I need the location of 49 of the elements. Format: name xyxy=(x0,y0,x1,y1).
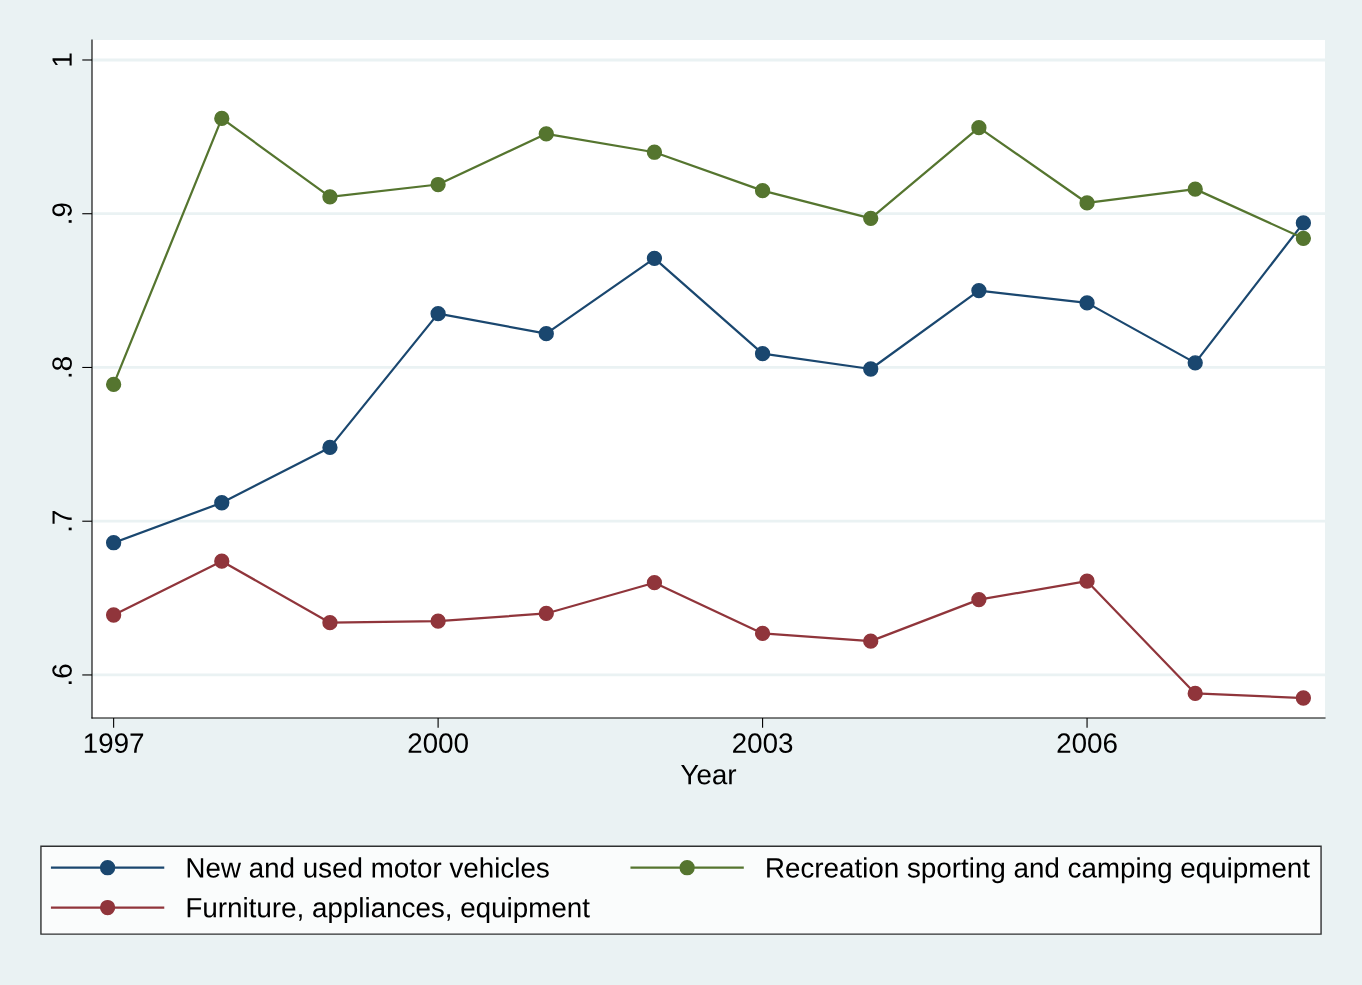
legend-label: Furniture, appliances, equipment xyxy=(187,897,590,923)
point xyxy=(863,361,879,377)
y-tick-label: 1 xyxy=(52,53,72,66)
point xyxy=(754,183,771,199)
point xyxy=(430,176,446,193)
point xyxy=(105,535,122,551)
point xyxy=(1079,295,1095,311)
x-tick-label: 2000 xyxy=(408,733,468,753)
point xyxy=(1187,355,1203,371)
point xyxy=(538,126,554,142)
point xyxy=(322,189,338,205)
point xyxy=(1295,215,1312,231)
point xyxy=(538,605,554,622)
point xyxy=(1295,690,1312,706)
point xyxy=(105,607,122,623)
y-tick-label: .8 xyxy=(52,357,72,377)
x-tick-label: 1997 xyxy=(84,733,144,753)
point xyxy=(646,250,663,266)
point xyxy=(971,591,987,608)
legend-label: Recreation sporting and camping equipment xyxy=(767,857,1310,884)
point xyxy=(1079,195,1095,211)
point xyxy=(971,119,987,136)
point xyxy=(1187,685,1203,702)
point xyxy=(863,210,879,226)
point xyxy=(646,575,663,591)
point xyxy=(105,376,122,393)
y-tick-label: .9 xyxy=(52,203,72,223)
point xyxy=(214,110,230,127)
y-tick-label: .7 xyxy=(52,511,72,531)
y-tick-label: .6 xyxy=(52,664,72,684)
point xyxy=(430,306,446,322)
point xyxy=(971,282,987,299)
x-axis-title: Year xyxy=(681,765,737,785)
point xyxy=(1187,181,1203,197)
point xyxy=(322,615,338,631)
point xyxy=(754,625,771,642)
point xyxy=(430,613,446,629)
point xyxy=(214,495,230,511)
point xyxy=(1079,573,1095,589)
point xyxy=(214,553,230,569)
legend-label: New and used motor vehicles xyxy=(187,857,549,878)
point xyxy=(322,439,338,456)
x-tick-label: 2003 xyxy=(733,733,793,753)
point xyxy=(538,326,554,342)
point xyxy=(754,345,771,362)
point xyxy=(646,144,663,160)
point xyxy=(1295,230,1312,246)
x-tick-label: 2006 xyxy=(1057,733,1117,753)
point xyxy=(863,633,879,649)
